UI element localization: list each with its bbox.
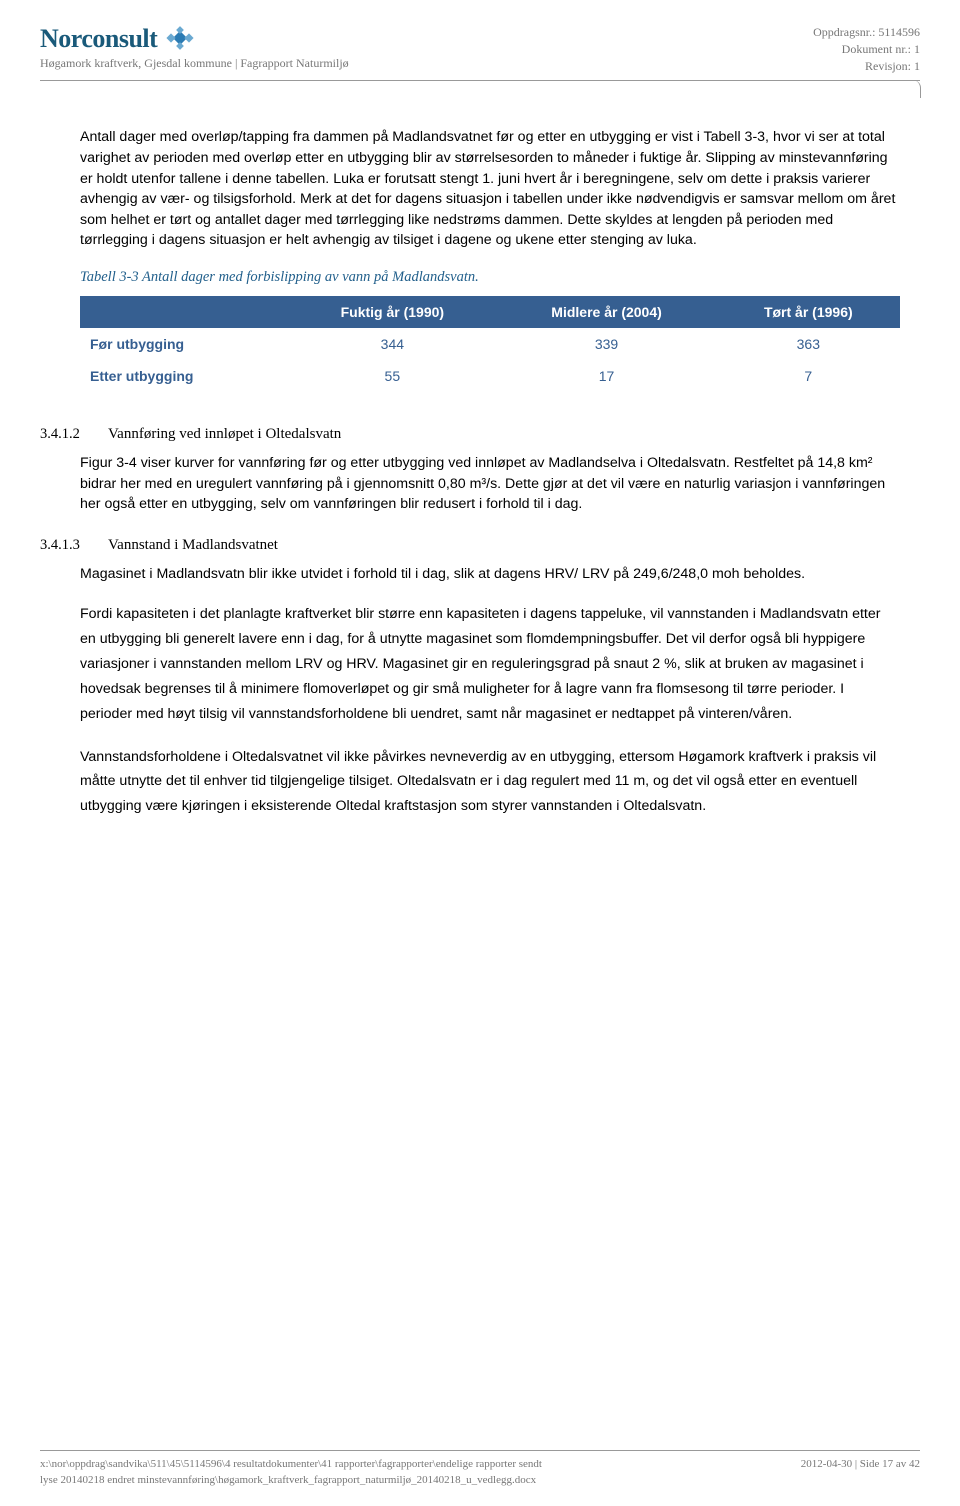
- footer-page-info: 2012-04-30 | Side 17 av 42: [801, 1457, 920, 1488]
- row-label: Etter utbygging: [80, 360, 288, 392]
- logo-block: Norconsult Høgamork kraftverk, Gjesdal k…: [40, 24, 349, 71]
- table-header-col1: Fuktig år (1990): [288, 296, 496, 328]
- content: Antall dager med overløp/tapping fra dam…: [40, 81, 920, 819]
- footer-path-line1: x:\nor\oppdrag\sandvika\511\45\5114596\4…: [40, 1457, 542, 1472]
- footer-path: x:\nor\oppdrag\sandvika\511\45\5114596\4…: [40, 1457, 542, 1488]
- section-3-4-1-2-heading: 3.4.1.2 Vannføring ved innløpet i Olteda…: [40, 426, 900, 443]
- section-number: 3.4.1.3: [40, 537, 94, 554]
- section-3-4-1-3-para2: Fordi kapasiteten i det planlagte kraftv…: [80, 602, 900, 726]
- company-logo-icon: [163, 26, 197, 52]
- company-name: Norconsult: [40, 24, 157, 54]
- table-header-col2: Midlere år (2004): [496, 296, 716, 328]
- table-caption: Tabell 3-3 Antall dager med forbislippin…: [80, 269, 900, 286]
- row-value: 7: [717, 360, 900, 392]
- section-3-4-1-3-para1: Magasinet i Madlandsvatn blir ikke utvid…: [80, 564, 900, 585]
- meta-revisjon: Revisjon: 1: [813, 58, 920, 75]
- section-title: Vannstand i Madlandsvatnet: [108, 537, 278, 554]
- doc-subtitle: Høgamork kraftverk, Gjesdal kommune | Fa…: [40, 56, 349, 71]
- section-3-4-1-3-para3: Vannstandsforholdene i Oltedalsvatnet vi…: [80, 745, 900, 820]
- page-header: Norconsult Høgamork kraftverk, Gjesdal k…: [40, 24, 920, 74]
- footer-path-line2: lyse 20140218 endret minstevannføring\hø…: [40, 1473, 542, 1488]
- section-3-4-1-2-para: Figur 3-4 viser kurver for vannføring fø…: [80, 453, 900, 515]
- table-3-3: Fuktig år (1990) Midlere år (2004) Tørt …: [80, 296, 900, 392]
- table-row: Etter utbygging 55 17 7: [80, 360, 900, 392]
- row-label: Før utbygging: [80, 328, 288, 360]
- header-meta: Oppdragsnr.: 5114596 Dokument nr.: 1 Rev…: [813, 24, 920, 74]
- table-header-col3: Tørt år (1996): [717, 296, 900, 328]
- row-value: 339: [496, 328, 716, 360]
- section-number: 3.4.1.2: [40, 426, 94, 443]
- intro-paragraph: Antall dager med overløp/tapping fra dam…: [80, 127, 900, 251]
- row-value: 344: [288, 328, 496, 360]
- footer-rule: [40, 1450, 920, 1451]
- page-footer: x:\nor\oppdrag\sandvika\511\45\5114596\4…: [40, 1450, 920, 1488]
- table-header-blank: [80, 296, 288, 328]
- row-value: 363: [717, 328, 900, 360]
- table-row: Før utbygging 344 339 363: [80, 328, 900, 360]
- meta-oppdrag: Oppdragsnr.: 5114596: [813, 24, 920, 41]
- section-title: Vannføring ved innløpet i Oltedalsvatn: [108, 426, 341, 443]
- row-value: 55: [288, 360, 496, 392]
- header-rule: [40, 80, 920, 81]
- row-value: 17: [496, 360, 716, 392]
- meta-dokument: Dokument nr.: 1: [813, 41, 920, 58]
- section-3-4-1-3-heading: 3.4.1.3 Vannstand i Madlandsvatnet: [40, 537, 900, 554]
